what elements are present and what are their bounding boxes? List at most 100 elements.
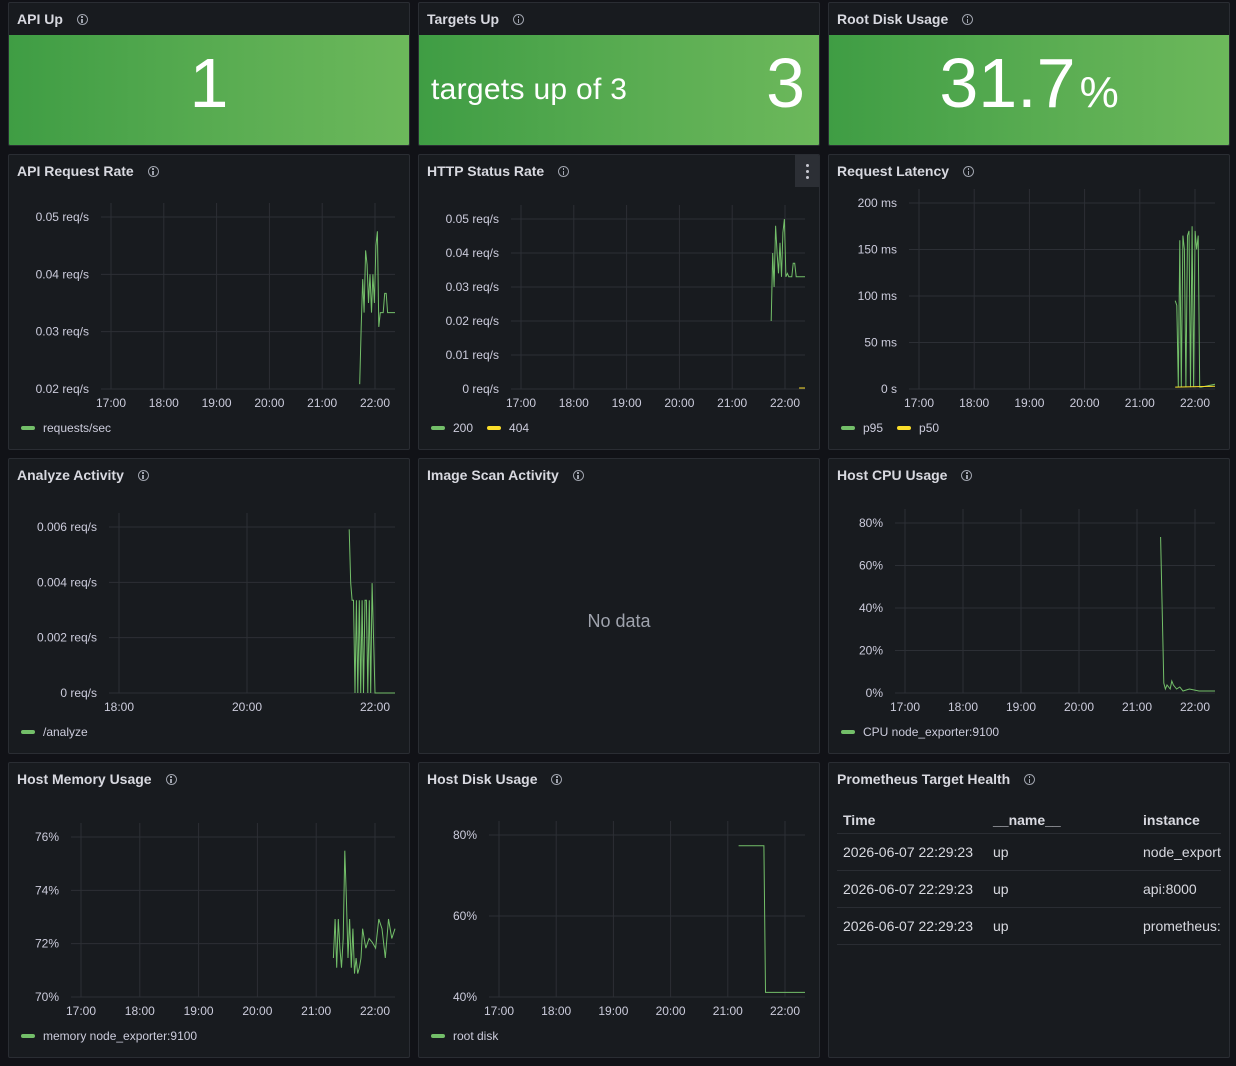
x-tick-label: 19:00	[202, 396, 232, 410]
y-tick-label: 150 ms	[858, 243, 897, 257]
column-header-name[interactable]: __name__	[987, 807, 1137, 834]
stat-value: 3	[766, 44, 805, 122]
info-icon[interactable]	[147, 165, 159, 177]
panel-title: Prometheus Target Health	[837, 771, 1036, 787]
cell-time: 2026-06-07 22:29:23	[837, 833, 987, 871]
series-line[interactable]	[770, 218, 805, 322]
column-header-instance[interactable]: instance	[1137, 807, 1221, 834]
y-tick-label: 0.004 req/s	[37, 575, 97, 589]
series-line[interactable]	[1175, 385, 1216, 388]
series-line[interactable]	[738, 845, 805, 993]
panel-host-memory-usage: Host Memory Usage 76% 74% 72% 70% 17:00 18:00…	[8, 762, 410, 1058]
y-tick-label: 72%	[35, 937, 59, 951]
x-tick-label: 17:00	[904, 396, 934, 410]
legend: root disk	[431, 1029, 512, 1043]
chart-analyze-activity[interactable]: 0.006 req/s 0.004 req/s 0.002 req/s 0 req/s…	[9, 459, 410, 754]
y-tick-label: 100 ms	[858, 289, 897, 303]
info-icon[interactable]	[558, 165, 570, 177]
info-icon[interactable]	[962, 13, 974, 25]
info-icon[interactable]	[1024, 773, 1036, 785]
panel-host-cpu-usage: Host CPU Usage 80% 60% 40% 20% 0% 17:00 18:00 1…	[828, 458, 1230, 754]
legend-item[interactable]: p95	[841, 421, 883, 435]
info-icon[interactable]	[76, 13, 88, 25]
legend-item[interactable]: requests/sec	[21, 421, 111, 435]
y-tick-label: 0.02 req/s	[446, 314, 499, 328]
y-tick-label: 0.04 req/s	[446, 246, 499, 260]
y-tick-label: 0.04 req/s	[36, 267, 89, 281]
panel-api-request-rate: API Request Rate 0.05 req/s 0.04 req/s 0.0…	[8, 154, 410, 450]
x-tick-label: 22:00	[770, 396, 800, 410]
chart-http-status-rate[interactable]: 0.05 req/s 0.04 req/s 0.03 req/s 0.02 req/s…	[419, 155, 820, 450]
panel-targets-up: Targets Up targets up of 3 3	[418, 2, 820, 146]
x-tick-label: 17:00	[484, 1004, 514, 1018]
y-tick-label: 0.03 req/s	[446, 280, 499, 294]
legend-item[interactable]: p50	[897, 421, 939, 435]
panel-title: API Up	[17, 11, 88, 27]
info-icon[interactable]	[513, 13, 525, 25]
legend-item[interactable]: 200	[431, 421, 473, 435]
y-tick-label: 76%	[35, 830, 59, 844]
y-tick-label: 0 s	[881, 382, 897, 396]
panel-title: Host Disk Usage	[427, 771, 563, 787]
panel-menu-button[interactable]	[795, 155, 819, 187]
y-tick-label: 0.05 req/s	[446, 212, 499, 226]
cell-name: up	[987, 870, 1137, 908]
y-tick-label: 0.05 req/s	[36, 210, 89, 224]
x-tick-label: 17:00	[890, 700, 920, 714]
x-tick-label: 22:00	[360, 396, 390, 410]
y-tick-label: 0 req/s	[60, 686, 97, 700]
info-icon[interactable]	[137, 469, 149, 481]
info-icon[interactable]	[551, 773, 563, 785]
x-tick-label: 20:00	[242, 1004, 272, 1018]
y-tick-label: 80%	[859, 516, 883, 530]
x-tick-label: 21:00	[1122, 700, 1152, 714]
column-header-time[interactable]: Time	[837, 807, 987, 834]
info-icon[interactable]	[572, 469, 584, 481]
chart-host-cpu-usage[interactable]: 80% 60% 40% 20% 0% 17:00 18:00 19:00 20:00 21:00 2…	[829, 459, 1230, 754]
table-row: 2026-06-07 22:29:23 up prometheus:9090	[837, 907, 1221, 945]
stat-value: 1	[189, 44, 229, 122]
info-icon[interactable]	[961, 469, 973, 481]
y-tick-label: 0.006 req/s	[37, 520, 97, 534]
y-tick-label: 0.01 req/s	[446, 348, 499, 362]
y-tick-label: 40%	[453, 990, 477, 1004]
x-tick-label: 21:00	[1125, 396, 1155, 410]
series-line[interactable]	[332, 850, 396, 974]
stat-text: targets up of 3	[431, 73, 628, 106]
legend-item[interactable]: memory node_exporter:9100	[21, 1029, 197, 1043]
y-tick-label: 70%	[35, 990, 59, 1004]
chart-host-memory-usage[interactable]: 76% 74% 72% 70% 17:00 18:00 19:00 20:00 21:00 22:…	[9, 763, 410, 1058]
y-tick-label: 200 ms	[858, 196, 897, 210]
legend-item[interactable]: root disk	[431, 1029, 498, 1043]
chart-request-latency[interactable]: 200 ms 150 ms 100 ms 50 ms 0 s 17:00 18:00 19:0…	[829, 155, 1230, 450]
cell-name: up	[987, 833, 1137, 871]
cell-name: up	[987, 907, 1137, 945]
series-line[interactable]	[348, 529, 395, 694]
chart-api-request-rate[interactable]: 0.05 req/s 0.04 req/s 0.03 req/s 0.02 req/s…	[9, 155, 410, 450]
legend-item[interactable]: 404	[487, 421, 529, 435]
x-tick-label: 17:00	[506, 396, 536, 410]
more-vertical-icon	[805, 162, 809, 180]
x-tick-label: 19:00	[612, 396, 642, 410]
cell-instance: prometheus:9090	[1137, 907, 1221, 945]
legend-item[interactable]: CPU node_exporter:9100	[841, 725, 999, 739]
x-tick-label: 19:00	[1006, 700, 1036, 714]
info-icon[interactable]	[165, 773, 177, 785]
panel-title: Host Memory Usage	[17, 771, 177, 787]
x-tick-label: 17:00	[66, 1004, 96, 1018]
x-tick-label: 17:00	[96, 396, 126, 410]
series-line[interactable]	[359, 231, 395, 385]
chart-host-disk-usage[interactable]: 80% 60% 40% 17:00 18:00 19:00 20:00 21:00 22:00	[419, 763, 820, 1058]
info-icon[interactable]	[963, 165, 975, 177]
y-tick-label: 74%	[35, 883, 59, 897]
y-tick-label: 20%	[859, 644, 883, 658]
series-line[interactable]	[1174, 226, 1216, 388]
x-tick-label: 22:00	[1180, 700, 1210, 714]
panel-prometheus-target-health: Prometheus Target Health Time __name__ i…	[828, 762, 1230, 1058]
x-tick-label: 21:00	[713, 1004, 743, 1018]
legend-item[interactable]: /analyze	[21, 725, 88, 739]
y-tick-label: 0.02 req/s	[36, 382, 89, 396]
x-tick-label: 22:00	[1180, 396, 1210, 410]
series-line[interactable]	[1160, 536, 1215, 692]
panel-title: Request Latency	[837, 163, 975, 179]
